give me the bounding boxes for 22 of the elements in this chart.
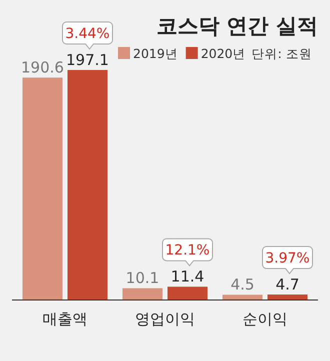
bar xyxy=(268,294,308,300)
bar xyxy=(22,78,62,300)
bar xyxy=(222,294,262,300)
bar xyxy=(68,70,108,300)
chart-title: 코스닥 연간 실적 xyxy=(156,14,318,38)
x-tick-label: 영업이익 xyxy=(135,310,195,328)
data-label: 190.6 xyxy=(21,58,64,77)
annotation: 3.97% xyxy=(265,250,310,267)
x-tick-label: 매출액 xyxy=(42,310,88,328)
data-label: 10.1 xyxy=(126,269,160,288)
x-tick-label: 순이익 xyxy=(242,310,288,328)
data-label: 4.5 xyxy=(230,276,254,294)
legend-label: 2020년 xyxy=(200,46,246,61)
data-label: 11.4 xyxy=(170,268,204,286)
legend-label: 2019년 xyxy=(133,46,178,61)
data-label: 4.7 xyxy=(276,276,300,294)
data-label: 197.1 xyxy=(66,51,109,69)
annotation: 12.1% xyxy=(165,242,210,259)
annotation: 3.44% xyxy=(65,26,110,42)
text: 단위: 조원 xyxy=(252,46,312,61)
bar xyxy=(168,286,208,300)
bar xyxy=(122,288,162,300)
